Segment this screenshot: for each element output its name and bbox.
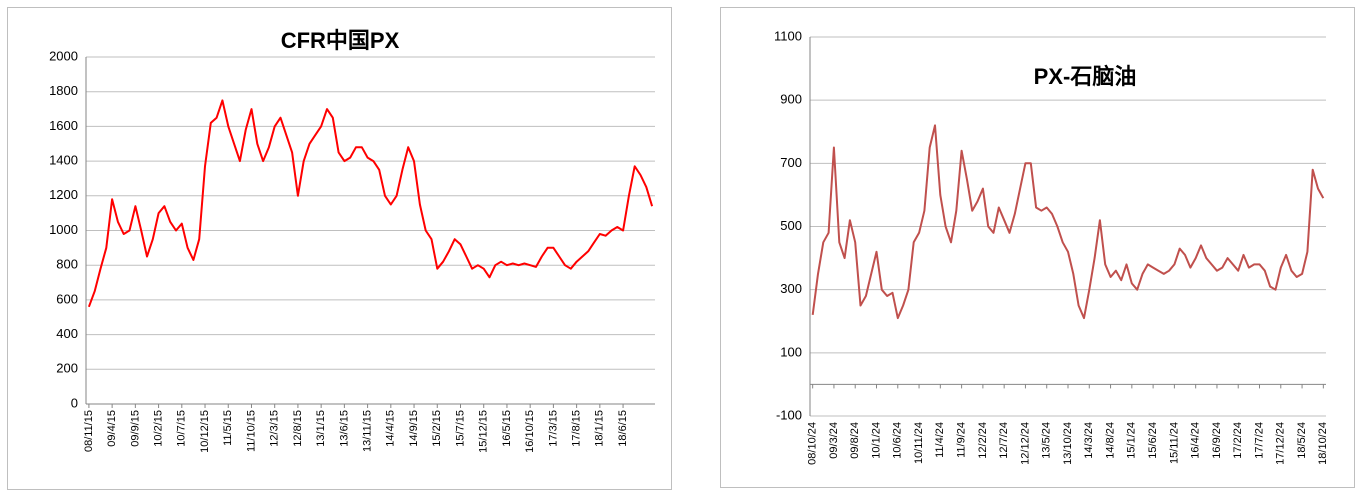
chart-title: CFR中国PX <box>281 28 400 53</box>
x-tick-label: 08/10/24 <box>807 422 819 465</box>
chart-frame <box>7 7 672 490</box>
x-tick-label: 18/5/24 <box>1296 422 1308 459</box>
y-tick-label: 400 <box>56 326 78 341</box>
y-tick-label: 0 <box>71 395 78 410</box>
x-tick-label: 11/5/15 <box>222 410 234 446</box>
x-tick-label: 16/4/24 <box>1190 422 1202 459</box>
x-tick-label: 14/4/15 <box>385 410 397 447</box>
x-tick-label: 15/1/24 <box>1126 422 1138 459</box>
x-tick-label: 17/2/24 <box>1232 422 1244 459</box>
x-tick-label: 13/11/15 <box>362 410 374 452</box>
x-tick-label: 10/12/15 <box>199 410 211 453</box>
y-tick-label: 1400 <box>49 153 78 168</box>
x-tick-label: 17/7/24 <box>1253 422 1265 459</box>
x-tick-label: 16/10/15 <box>524 410 536 453</box>
x-tick-label: 15/2/15 <box>431 410 443 447</box>
x-tick-label: 13/6/15 <box>338 410 350 447</box>
y-tick-label: 2000 <box>49 48 78 63</box>
x-tick-label: 08/11/15 <box>83 410 95 452</box>
chart-frame <box>720 7 1355 488</box>
x-tick-label: 09/4/15 <box>106 410 118 447</box>
y-tick-label: 700 <box>780 155 802 170</box>
y-tick-label: 600 <box>56 291 78 306</box>
y-tick-label: 200 <box>56 361 78 376</box>
x-tick-label: 18/6/15 <box>617 410 629 447</box>
x-tick-label: 16/9/24 <box>1211 422 1223 459</box>
x-tick-label: 14/9/15 <box>408 410 420 447</box>
x-tick-label: 14/8/24 <box>1104 422 1116 459</box>
x-tick-label: 15/12/15 <box>478 410 490 453</box>
x-tick-label: 13/5/24 <box>1041 422 1053 459</box>
x-tick-label: 17/12/24 <box>1275 422 1287 465</box>
y-tick-label: 300 <box>780 281 802 296</box>
x-tick-label: 17/3/15 <box>547 410 559 447</box>
y-tick-label: 1600 <box>49 118 78 133</box>
y-tick-label: 1100 <box>774 28 802 43</box>
x-tick-label: 13/1/15 <box>315 410 327 447</box>
x-tick-label: 18/10/24 <box>1317 422 1329 465</box>
x-tick-label: 16/5/15 <box>501 410 513 447</box>
x-tick-label: 11/4/24 <box>934 422 946 458</box>
x-tick-label: 09/8/24 <box>849 422 861 459</box>
y-tick-label: 900 <box>780 92 802 107</box>
x-tick-label: 13/10/24 <box>1062 422 1074 465</box>
x-tick-label: 10/11/24 <box>913 422 925 464</box>
x-tick-label: 15/6/24 <box>1147 422 1159 459</box>
x-tick-label: 12/12/24 <box>1019 422 1031 465</box>
x-tick-label: 18/1/15 <box>594 410 606 447</box>
x-tick-label: 09/9/15 <box>129 410 141 447</box>
x-tick-label: 14/3/24 <box>1083 422 1095 459</box>
x-tick-label: 10/7/15 <box>176 410 188 447</box>
y-tick-label: 1200 <box>49 187 78 202</box>
x-tick-label: 11/10/15 <box>245 410 257 452</box>
x-tick-label: 15/7/15 <box>454 410 466 447</box>
y-tick-label: 500 <box>780 218 802 233</box>
y-tick-label: 1000 <box>49 222 78 237</box>
y-tick-label: 1800 <box>49 83 78 98</box>
x-tick-label: 12/3/15 <box>269 410 281 447</box>
x-tick-label: 12/8/15 <box>292 410 304 447</box>
x-tick-label: 10/6/24 <box>892 422 904 459</box>
x-tick-label: 11/9/24 <box>956 422 968 458</box>
x-tick-label: 12/7/24 <box>998 422 1010 459</box>
x-tick-label: 12/2/24 <box>977 422 989 459</box>
chart-title: PX-石脑油 <box>1034 64 1137 89</box>
x-tick-label: 09/3/24 <box>828 422 840 459</box>
data-line <box>811 124 1325 320</box>
x-tick-label: 10/2/15 <box>152 410 164 447</box>
y-tick-label: 100 <box>780 344 802 359</box>
x-tick-label: 15/11/24 <box>1168 422 1180 464</box>
data-line <box>87 99 654 308</box>
x-tick-label: 17/8/15 <box>571 410 583 447</box>
y-tick-label: 800 <box>56 257 78 272</box>
y-tick-label: -100 <box>776 407 802 422</box>
x-tick-label: 10/1/24 <box>870 422 882 459</box>
